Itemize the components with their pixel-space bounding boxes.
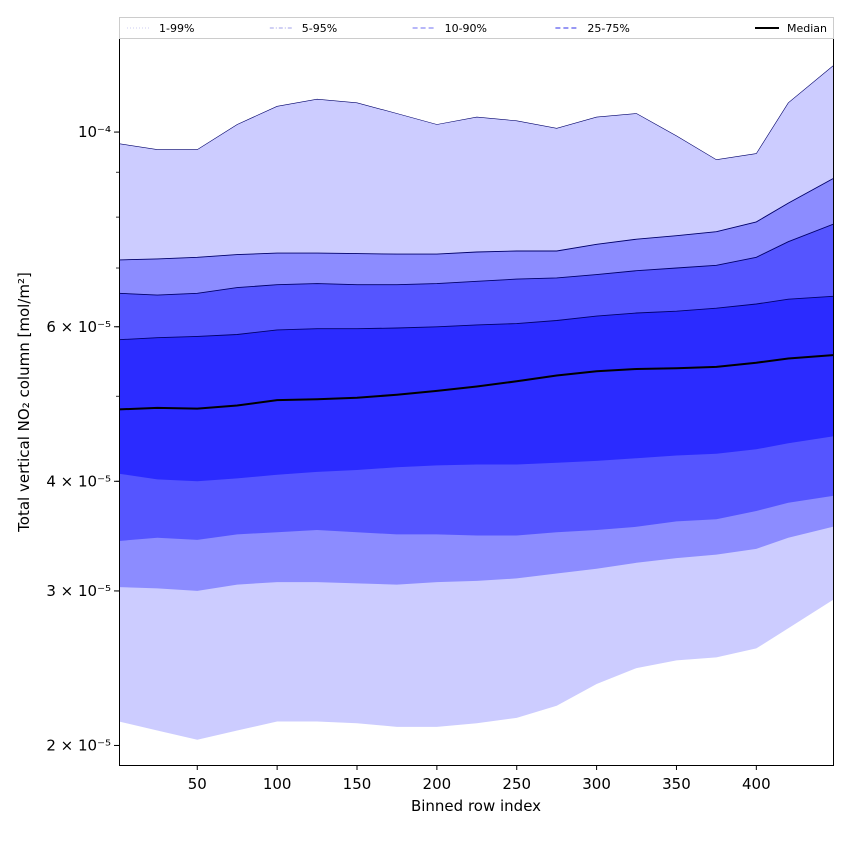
y-tick-label-1: 3 × 10⁻⁵ bbox=[46, 582, 111, 600]
x-tick-label-250: 250 bbox=[502, 775, 531, 793]
median-line bbox=[119, 354, 833, 411]
median-layer bbox=[119, 354, 833, 411]
legend-label-0: 1-99% bbox=[159, 22, 194, 35]
x-tick-label-150: 150 bbox=[343, 775, 372, 793]
x-tick-label-300: 300 bbox=[582, 775, 611, 793]
x-tick-label-350: 350 bbox=[662, 775, 691, 793]
percentile-bands bbox=[119, 65, 833, 740]
y-axis: 2 × 10⁻⁵ 3 × 10⁻⁵ 4 × 10⁻⁵ 6 × 10⁻⁵ 10⁻⁴ bbox=[46, 123, 119, 754]
band-25-75-area bbox=[119, 296, 833, 482]
y-axis-label: Total vertical NO₂ column [mol/m²] bbox=[15, 272, 33, 533]
band-25-75-upper-line bbox=[119, 295, 833, 341]
x-tick-label-100: 100 bbox=[263, 775, 292, 793]
x-tick-label-400: 400 bbox=[742, 775, 771, 793]
band-5-95-upper-line bbox=[119, 178, 833, 261]
y-tick-label-3: 6 × 10⁻⁵ bbox=[46, 318, 111, 336]
legend-label-1: 5-95% bbox=[302, 22, 337, 35]
x-tick-label-200: 200 bbox=[423, 775, 452, 793]
band-1-99-upper-line bbox=[119, 65, 833, 161]
x-tick-label-50: 50 bbox=[188, 775, 207, 793]
x-axis: 50 100 150 200 250 300 350 400 bbox=[188, 765, 771, 793]
legend: 1-99% 5-95% 10-90% 25-75% Median bbox=[119, 17, 834, 39]
y-tick-label-0: 2 × 10⁻⁵ bbox=[46, 736, 111, 754]
legend-label-4: Median bbox=[787, 22, 827, 35]
y-tick-label-4: 10⁻⁴ bbox=[78, 123, 111, 141]
y-tick-label-2: 4 × 10⁻⁵ bbox=[46, 472, 111, 490]
band-10-90-upper-line bbox=[119, 223, 833, 296]
legend-frame bbox=[119, 17, 834, 39]
legend-label-3: 25-75% bbox=[587, 22, 629, 35]
legend-label-2: 10-90% bbox=[445, 22, 487, 35]
x-axis-label: Binned row index bbox=[411, 797, 541, 815]
